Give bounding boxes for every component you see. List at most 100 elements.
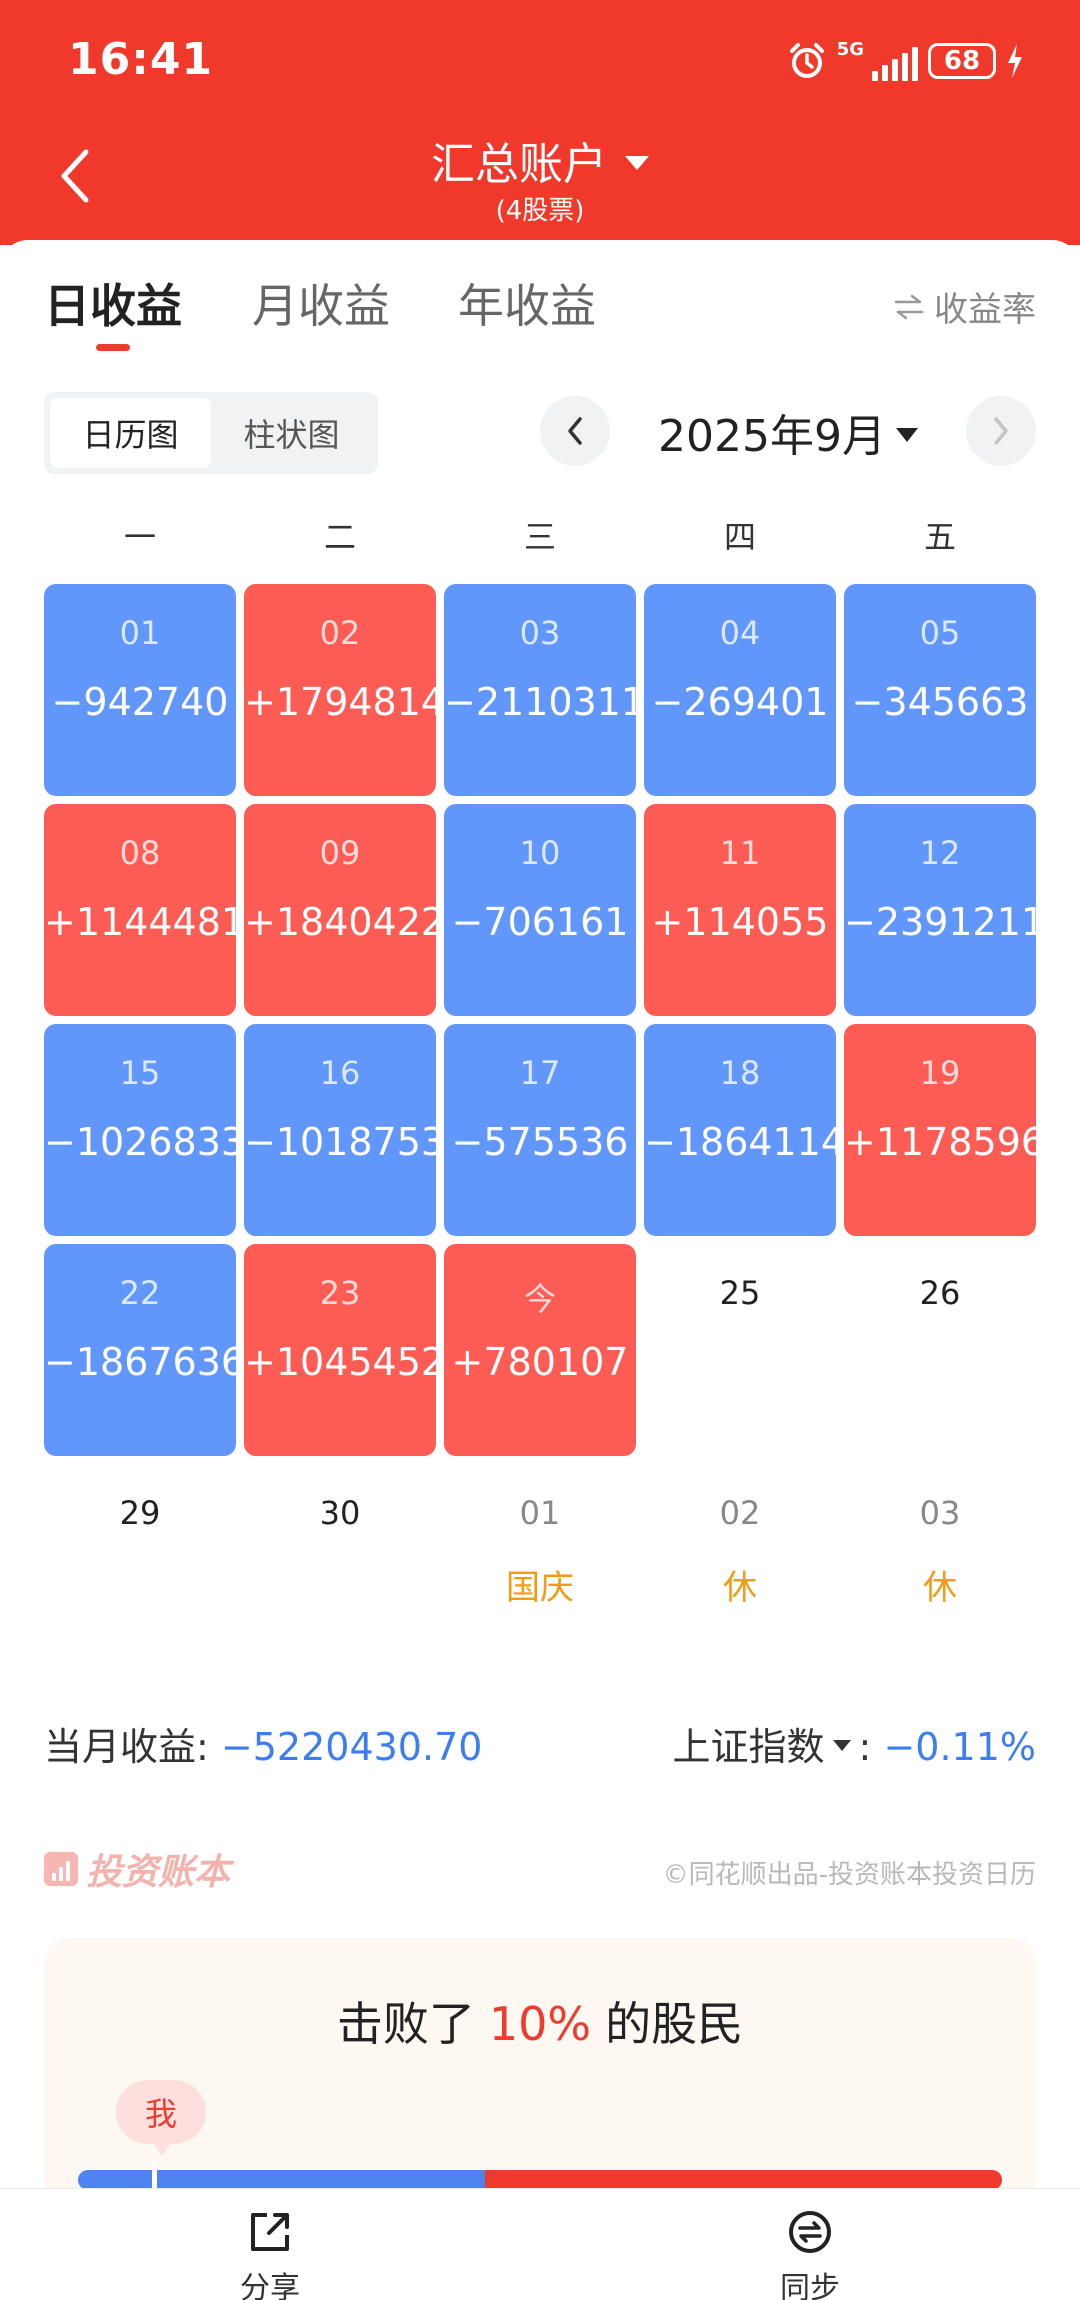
calendar-day-cell[interactable]: 22 −1867636	[44, 1244, 245, 1456]
calendar-day-number: 17	[519, 1054, 561, 1092]
share-label: 分享	[240, 2271, 300, 2300]
dropdown-caret-icon	[625, 156, 649, 170]
calendar-day-cell[interactable]: 09 +1840422	[244, 804, 446, 1016]
calendar-day-cell[interactable]: 05 −345663	[844, 584, 1036, 796]
calendar-day-profit: +1794814	[244, 680, 446, 724]
signal-icon: 5G	[837, 41, 918, 81]
index-change[interactable]: 上证指数: −0.11%	[673, 1716, 1036, 1771]
calendar-day-cell[interactable]: 23 +1045452	[244, 1244, 445, 1456]
calendar-day-cell[interactable]: 17 −575536	[444, 1024, 636, 1236]
calendar-day-cell[interactable]: 今 +780107	[444, 1244, 636, 1456]
me-marker-bubble: 我	[116, 2080, 206, 2156]
calendar-day-profit: −2391211	[844, 900, 1046, 944]
ranking-card: 击败了 10% 的股民 我	[44, 1938, 1036, 2208]
calendar-day-profit: +1178596	[844, 1120, 1046, 1164]
calendar-day-cell[interactable]: 26	[844, 1244, 1036, 1456]
calendar-day-number: 18	[719, 1054, 761, 1092]
calendar-day-number: 10	[519, 834, 561, 872]
alarm-icon	[789, 43, 824, 78]
ranking-bar-loss	[78, 2170, 485, 2190]
calendar-day-cell[interactable]: 12 −2391211	[844, 804, 1046, 1016]
calendar-day-cell[interactable]: 03 −2110311	[444, 584, 645, 796]
back-icon[interactable]	[56, 146, 96, 206]
calendar-holiday-label: 休	[723, 1568, 757, 1608]
calendar-holiday-label: 国庆	[506, 1568, 574, 1608]
share-button[interactable]: 分享	[170, 2207, 370, 2300]
ledger-logo-icon	[44, 1852, 78, 1886]
calendar-day-cell[interactable]: 08 +1144481	[44, 804, 246, 1016]
calendar-day-cell[interactable]: 04 −269401	[644, 584, 836, 796]
calendar-day-cell[interactable]: 29	[44, 1464, 236, 1676]
charging-bolt-icon	[1008, 44, 1022, 78]
me-label: 我	[144, 2095, 177, 2133]
calendar-day-cell[interactable]: 15 −1026833	[44, 1024, 245, 1236]
brand-credit: ©同花顺出品-投资账本投资日历	[662, 1860, 1036, 1890]
weekday-header: 一 二 三 四 五	[44, 512, 1036, 562]
ranking-bar	[78, 2170, 1002, 2190]
ranking-bar-gain	[484, 2170, 1002, 2190]
calendar-day-profit: −1864114	[644, 1120, 846, 1164]
weekday-label: 二	[323, 518, 356, 556]
weekday-label: 五	[923, 518, 956, 556]
calendar-day-number: 22	[119, 1274, 161, 1312]
calendar-day-cell[interactable]: 11 +114055	[644, 804, 836, 1016]
calendar-day-number: 05	[919, 614, 961, 652]
sync-label: 同步	[780, 2271, 840, 2300]
calendar-day-cell[interactable]: 19 +1178596	[844, 1024, 1046, 1236]
month-profit-value: −5220430.70	[220, 1725, 483, 1769]
header-bar: 16:41 5G 68 汇总账户 (4股票)	[0, 0, 1080, 245]
calendar-day-number: 25	[719, 1274, 761, 1312]
view-segment: 日历图 柱状图	[44, 392, 378, 474]
calendar-day-number: 15	[119, 1054, 161, 1092]
calendar-day-profit: +1144481	[44, 900, 246, 944]
calendar-day-cell[interactable]: 10 −706161	[444, 804, 636, 1016]
prev-month-button[interactable]	[540, 396, 610, 466]
weekday-label: 一	[123, 518, 156, 556]
calendar-holiday-label: 休	[923, 1568, 957, 1608]
month-label: 2025年9月	[658, 411, 886, 462]
tab-monthly[interactable]: 月收益	[252, 279, 390, 333]
month-summary: 当月收益: −5220430.70 上证指数: −0.11%	[44, 1716, 1036, 1776]
sync-button[interactable]: 同步	[710, 2207, 910, 2300]
calendar-day-number: 03	[919, 1494, 961, 1532]
calendar-day-number: 29	[119, 1494, 161, 1532]
calendar-day-profit: −345663	[851, 680, 1029, 724]
me-position-marker	[152, 2160, 157, 2200]
calendar-day-number: 26	[919, 1274, 961, 1312]
calendar-day-cell[interactable]: 02 休	[644, 1464, 836, 1676]
ranking-suffix: 的股民	[605, 1997, 744, 2051]
account-title[interactable]: 汇总账户	[0, 128, 1080, 192]
calendar-day-cell[interactable]: 01 −942740	[44, 584, 236, 796]
calendar-day-profit: −269401	[651, 680, 829, 724]
weekday-label: 三	[523, 518, 556, 556]
calendar-day-cell[interactable]: 16 −1018753	[244, 1024, 445, 1236]
calendar-day-number: 今	[523, 1280, 556, 1318]
ranking-text: 击败了 10% 的股民	[44, 1988, 1036, 2054]
calendar-day-cell[interactable]: 25	[644, 1244, 836, 1456]
rate-toggle[interactable]: 收益率	[894, 282, 1036, 331]
account-subtitle: (4股票)	[495, 196, 585, 226]
chevron-right-icon	[994, 417, 1008, 445]
calendar-day-cell[interactable]: 02 +1794814	[244, 584, 446, 796]
calendar-day-cell[interactable]: 01 国庆	[444, 1464, 636, 1676]
dropdown-caret-icon	[895, 428, 918, 442]
index-value: −0.11%	[883, 1725, 1036, 1769]
segment-calendar-view[interactable]: 日历图	[50, 398, 211, 468]
tab-yearly[interactable]: 年收益	[458, 279, 596, 333]
calendar-day-profit: +1840422	[244, 900, 446, 944]
calendar-day-number: 08	[119, 834, 161, 872]
calendar-day-cell[interactable]: 30	[244, 1464, 436, 1676]
next-month-button[interactable]	[966, 396, 1036, 466]
tab-daily[interactable]: 日收益	[44, 279, 182, 333]
calendar-day-number: 02	[319, 614, 361, 652]
calendar-day-number: 01	[519, 1494, 561, 1532]
calendar-day-cell[interactable]: 18 −1864114	[644, 1024, 846, 1236]
status-icons: 5G 68	[787, 38, 1024, 84]
chevron-left-icon	[568, 417, 582, 445]
month-selector[interactable]: 2025年9月	[620, 400, 956, 464]
calendar-day-number: 04	[719, 614, 761, 652]
calendar-day-cell[interactable]: 03 休	[844, 1464, 1036, 1676]
segment-bar-view[interactable]: 柱状图	[243, 416, 340, 454]
dropdown-caret-icon	[832, 1740, 851, 1751]
brand-row: 投资账本 ©同花顺出品-投资账本投资日历	[44, 1846, 1036, 1898]
